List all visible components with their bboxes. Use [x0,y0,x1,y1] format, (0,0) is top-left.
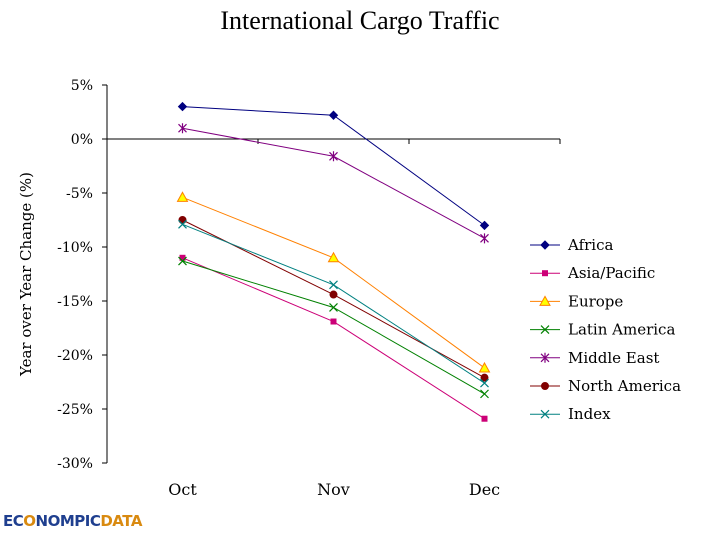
x-tick-label: Nov [317,480,350,499]
series-line-1 [182,257,485,420]
legend-label: Latin America [568,321,675,339]
series-line-3 [182,260,485,395]
y-tick-label: 5% [71,78,93,94]
data-point [178,219,187,229]
y-axis-label: Year over Year Change (%) [17,172,35,377]
legend-marker [540,325,550,335]
y-tick-label: -25% [57,402,93,418]
data-point [329,303,338,312]
data-point [177,101,188,112]
series-line-0 [182,106,485,226]
data-point [329,280,338,290]
data-point [479,220,490,231]
data-point [480,389,489,399]
data-point [329,290,338,299]
data-point [176,191,189,202]
legend-marker [541,382,549,390]
chart-title: International Cargo Traffic [220,6,500,35]
y-tick-label: -30% [57,456,93,472]
data-point [480,233,489,244]
data-point [481,415,488,422]
data-point [478,361,491,373]
legend-label: North America [568,377,681,395]
y-tick-label: -10% [57,240,93,256]
data-point [480,373,489,382]
data-point [480,378,489,388]
series-line-6 [182,223,485,384]
legend-marker [542,270,548,277]
legend-label: Index [568,405,611,423]
legend-label: Africa [567,236,613,254]
series-line-4 [182,127,485,239]
y-tick-label: 0% [71,132,93,148]
legend-label: Middle East [568,349,659,367]
legend-marker [540,409,550,419]
y-tick-label: -5% [66,186,93,202]
legend-marker [539,295,551,306]
data-point [178,123,187,134]
series-line-2 [182,196,485,369]
data-point [178,256,187,266]
data-point [328,110,339,120]
legend-marker [540,352,550,363]
y-tick-label: -20% [57,348,93,364]
legend-label: Europe [568,292,623,310]
y-tick-label: -15% [57,294,93,310]
data-point [327,251,340,263]
econompicdata-logo: ECONOMPICDATA [3,512,142,530]
legend-label: Asia/Pacific [567,264,655,282]
legend-marker [540,240,550,250]
data-point [330,318,337,325]
x-tick-label: Dec [469,480,500,499]
x-tick-label: Oct [168,480,197,499]
data-point [329,151,338,162]
